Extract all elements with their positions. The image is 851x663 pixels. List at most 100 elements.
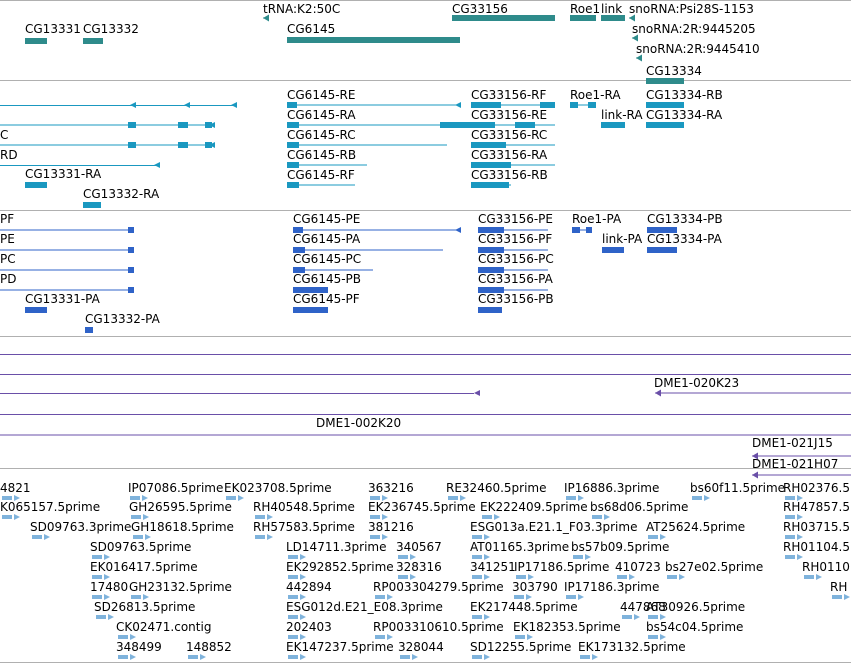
- cg33156-re-exon[interactable]: [515, 122, 535, 128]
- feature-cg13334[interactable]: CG13334: [646, 64, 702, 84]
- feature-cg6145-ra[interactable]: CG6145-RA: [287, 108, 460, 128]
- feature-ek147237-5prime[interactable]: EK147237.5prime: [286, 640, 394, 660]
- cg6145-pf-exon[interactable]: [293, 307, 328, 313]
- feature-341251[interactable]: 341251: [470, 560, 516, 580]
- feature-dme1-002k20[interactable]: DME1-002K20: [0, 416, 851, 436]
- feature-cg6145-rb[interactable]: CG6145-RB: [287, 148, 367, 168]
- cg6145-rf-exon[interactable]: [287, 182, 299, 188]
- rd-exon[interactable]: [178, 142, 188, 148]
- feature-cg33156-ra[interactable]: CG33156-RA: [471, 148, 555, 168]
- est-arrow[interactable]: [400, 655, 410, 659]
- roe1-ra-exon[interactable]: [588, 102, 596, 108]
- feature-ek016417-5prime[interactable]: EK016417.5prime: [90, 560, 198, 580]
- pf-exon[interactable]: [128, 227, 134, 233]
- feature-bs68d06-5prime[interactable]: bs68d06.5prime: [590, 500, 688, 520]
- cg13334-rb-exon[interactable]: [646, 102, 684, 108]
- cg33156-pc-exon[interactable]: [478, 267, 504, 273]
- feature-dme1-020k23[interactable]: DME1-020K23: [654, 376, 851, 397]
- est-arrow[interactable]: [566, 595, 576, 599]
- feature-gh23132-5prime[interactable]: GH23132.5prime: [129, 580, 232, 600]
- feature-cg33156-rb[interactable]: CG33156-RB: [471, 168, 548, 188]
- feature-rh01104-5[interactable]: RH01104.5: [783, 540, 850, 560]
- feature-link[interactable]: link: [601, 2, 625, 21]
- feature-sd09763-3prime[interactable]: SD09763.3prime: [30, 520, 131, 540]
- est-arrow[interactable]: [622, 615, 632, 619]
- feature-cg6145-re[interactable]: CG6145-RE: [287, 88, 461, 108]
- feature-rh0110[interactable]: RH0110: [802, 560, 850, 580]
- cg33156-re-exon[interactable]: [440, 122, 495, 128]
- feature-ek236745-5prime[interactable]: EK236745.5prime: [368, 500, 476, 520]
- feature-bs60f11-5prime[interactable]: bs60f11.5prime: [690, 481, 785, 501]
- feature-cg6145-pa[interactable]: CG6145-PA: [293, 232, 443, 253]
- feature-rp003310610-5prime[interactable]: RP003310610.5prime: [373, 620, 504, 640]
- est-arrow[interactable]: [514, 595, 524, 599]
- feature-rh57583-5prime[interactable]: RH57583.5prime: [253, 520, 355, 540]
- cg6145-pc-exon[interactable]: [293, 267, 305, 273]
- cg13334-pb-exon[interactable]: [647, 227, 677, 233]
- feature-381216[interactable]: 381216: [368, 520, 414, 540]
- roe1-pa-exon[interactable]: [586, 227, 592, 233]
- est-arrow[interactable]: [648, 615, 658, 619]
- feature-410723[interactable]: 410723: [615, 560, 661, 580]
- cg33156-pe-exon[interactable]: [478, 227, 504, 233]
- est-arrow[interactable]: [255, 515, 265, 519]
- feature-rh47857-5[interactable]: RH47857.5: [783, 500, 850, 520]
- feature-cg13332-pa[interactable]: CG13332-PA: [85, 312, 161, 333]
- est-arrow[interactable]: [255, 535, 265, 539]
- cg6145-ra-exon[interactable]: [287, 122, 299, 128]
- feature-pc[interactable]: PC: [0, 252, 134, 273]
- feature-ek023708-5prime[interactable]: EK023708.5prime: [224, 481, 332, 501]
- est-arrow[interactable]: [832, 595, 842, 599]
- feature-rh02376-5[interactable]: RH02376.5: [783, 481, 850, 501]
- feature-328044[interactable]: 328044: [398, 640, 444, 660]
- est-arrow[interactable]: [515, 635, 525, 639]
- feature-esg012d-e21-e08-3prime[interactable]: ESG012d.E21_E08.3prime: [286, 600, 443, 620]
- feature-cg6145-rf[interactable]: CG6145-RF: [287, 168, 355, 188]
- cg13331-glyph[interactable]: [25, 38, 47, 44]
- cg6145-pb-exon[interactable]: [293, 287, 328, 293]
- est-arrow[interactable]: [130, 496, 140, 500]
- est-arrow[interactable]: [32, 535, 42, 539]
- cg6145-rc-exon[interactable]: [287, 142, 299, 148]
- feature-cg13334-pb[interactable]: CG13334-PB: [647, 212, 723, 233]
- feature-cg13331-ra[interactable]: CG13331-RA: [25, 167, 102, 188]
- est-arrow[interactable]: [288, 555, 298, 559]
- est-arrow[interactable]: [667, 575, 677, 579]
- feature-447868[interactable]: 447868: [620, 600, 666, 620]
- est-arrow[interactable]: [648, 635, 658, 639]
- feature-cg13334-ra[interactable]: CG13334-RA: [646, 108, 723, 128]
- est-arrow[interactable]: [118, 635, 128, 639]
- est-arrow[interactable]: [617, 575, 627, 579]
- feature-sd12255-5prime[interactable]: SD12255.5prime: [470, 640, 571, 660]
- est-arrow[interactable]: [288, 595, 298, 599]
- feature-c[interactable]: C: [0, 122, 212, 142]
- est-arrow[interactable]: [370, 515, 380, 519]
- feature-ek173132-5prime[interactable]: EK173132.5prime: [578, 640, 686, 660]
- feature-rp003304279-5prime[interactable]: RP003304279.5prime: [373, 580, 504, 600]
- cg33156-pb-exon[interactable]: [478, 307, 502, 313]
- cg6145-pa-exon[interactable]: [293, 247, 305, 253]
- est-arrow[interactable]: [288, 615, 298, 619]
- est-arrow[interactable]: [398, 575, 408, 579]
- est-arrow[interactable]: [580, 655, 590, 659]
- est-arrow[interactable]: [692, 496, 702, 500]
- est-arrow[interactable]: [2, 515, 12, 519]
- est-arrow[interactable]: [472, 555, 482, 559]
- feature-k065157-5prime[interactable]: K065157.5prime: [0, 500, 100, 520]
- feature-trna-k2-50c[interactable]: tRNA:K2:50C: [263, 2, 340, 22]
- feature-cg6145-pc[interactable]: CG6145-PC: [293, 252, 373, 273]
- feature-4821[interactable]: 4821: [0, 481, 31, 501]
- feature-sd09763-5prime[interactable]: SD09763.5prime: [90, 540, 191, 560]
- feature-rh[interactable]: RH: [830, 580, 850, 600]
- feature-cg33156-pe[interactable]: CG33156-PE: [478, 212, 553, 233]
- feature-cg33156-re[interactable]: CG33156-RE: [440, 108, 555, 128]
- feature-cg33156-pf[interactable]: CG33156-PF: [478, 232, 552, 253]
- link-pa-exon[interactable]: [602, 247, 624, 253]
- feature-148852[interactable]: 148852: [186, 640, 232, 660]
- cg13334-glyph[interactable]: [646, 78, 684, 84]
- feature-snorna-2r-9445205[interactable]: snoRNA:2R:9445205: [632, 22, 756, 42]
- cg13332-ra-exon[interactable]: [83, 202, 101, 208]
- feature-ip07086-5prime[interactable]: IP07086.5prime: [128, 481, 223, 501]
- feature-cg33156[interactable]: CG33156: [452, 2, 555, 21]
- pc-exon[interactable]: [128, 267, 134, 273]
